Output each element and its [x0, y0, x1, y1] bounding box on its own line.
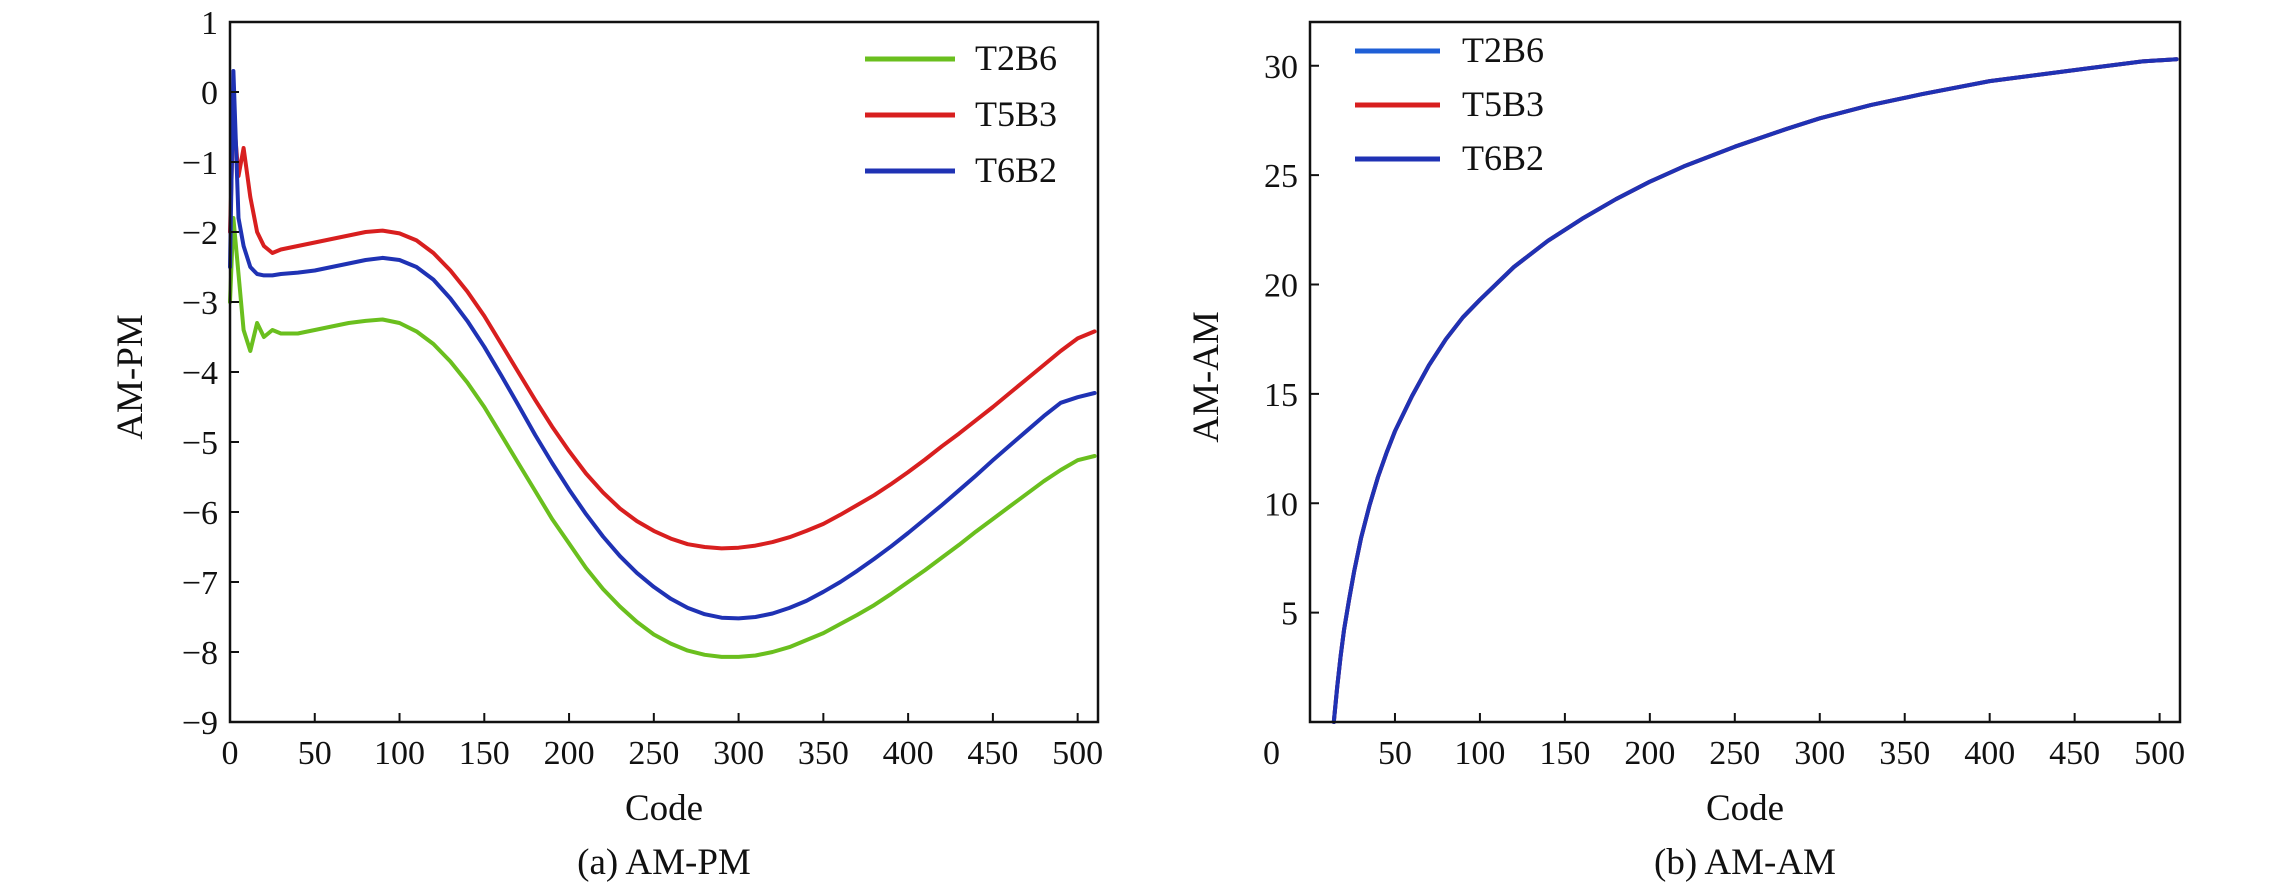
x-tick-label: 400: [883, 735, 934, 772]
series-line-t2b6-am-pm: [228, 216, 1097, 659]
legend-label-t5b3: T5B3: [1462, 84, 1544, 124]
x-tick-label: 100: [1454, 735, 1505, 772]
y-tick-label: 5: [1281, 596, 1298, 633]
x-axis-label-am-am: Code: [1706, 788, 1784, 829]
x-tick-label: 450: [2049, 735, 2100, 772]
y-tick-label: 15: [1264, 377, 1298, 414]
x-tick-label: 100: [374, 735, 425, 772]
y-tick-label: 20: [1264, 268, 1298, 305]
series-line-t5b3-am-pm: [228, 111, 1097, 551]
y-tick-label: −5: [182, 425, 218, 462]
y-axis-label-am-pm: AM-PM: [110, 314, 151, 439]
plot-frame-am-am: [1308, 20, 2182, 724]
series-line-t5b3-am-am: [1331, 57, 2179, 724]
y-tick-label: −4: [182, 355, 218, 392]
x-tick-label: 400: [1964, 735, 2015, 772]
x-axis-label-am-pm: Code: [625, 788, 703, 829]
series-line-t6b2-am-am: [1331, 57, 2179, 724]
x-tick-label: 50: [1378, 735, 1412, 772]
plot-frame-am-pm: [228, 20, 1100, 724]
x-tick-label: 150: [1539, 735, 1590, 772]
x-tick-label: 200: [544, 735, 595, 772]
x-tick-label: 300: [713, 735, 764, 772]
y-tick-label: 30: [1264, 49, 1298, 86]
series-line-t6b2-am-pm: [228, 69, 1097, 621]
x-tick-label: 200: [1624, 735, 1675, 772]
caption-am-pm: (a) AM-PM: [577, 842, 751, 883]
x-tick-label: 150: [459, 735, 510, 772]
legend-label-t6b2: T6B2: [1462, 138, 1544, 178]
y-tick-label: 1: [201, 5, 218, 42]
y-tick-label: 25: [1264, 158, 1298, 195]
x-tick-label: 500: [1052, 735, 1103, 772]
y-tick-label: −7: [182, 565, 218, 602]
x-tick-label: 0: [222, 735, 239, 772]
y-tick-label: −1: [182, 145, 218, 182]
y-tick-label: 10: [1264, 486, 1298, 523]
x-tick-label: 450: [967, 735, 1018, 772]
panel-am-pm: 0 50 100 150 200 250 300 350 400 450 500 1 0 −1 −2 −3 −4…: [110, 5, 1103, 883]
x-tick-label: 250: [628, 735, 679, 772]
x-tick-label: 300: [1794, 735, 1845, 772]
y-tick-label: −6: [182, 495, 218, 532]
y-tick-label: −9: [182, 705, 218, 742]
x-tick-label: 350: [1879, 735, 1930, 772]
legend-label-t5b3: T5B3: [975, 94, 1057, 134]
series-line-t2b6-am-am: [1331, 57, 2179, 724]
x-tick-label: 500: [2134, 735, 2185, 772]
y-tick-label: 0: [201, 75, 218, 112]
caption-am-am: (b) AM-AM: [1654, 842, 1836, 883]
y-axis-label-am-am: AM-AM: [1186, 311, 1227, 443]
x-tick-label: 250: [1709, 735, 1760, 772]
y-tick-label: −8: [182, 635, 218, 672]
legend-label-t2b6: T2B6: [1462, 30, 1544, 70]
x-tick-label: 350: [798, 735, 849, 772]
legend-label-t2b6: T2B6: [975, 38, 1057, 78]
legend-label-t6b2: T6B2: [975, 150, 1057, 190]
x-tick-label: 50: [298, 735, 332, 772]
origin-label: 0: [1263, 735, 1280, 772]
y-tick-label: −2: [182, 215, 218, 252]
panel-am-am: 50 100 150 200 250 300 350 400 450 50030252015105…: [1186, 20, 2185, 883]
y-tick-label: −3: [182, 285, 218, 322]
